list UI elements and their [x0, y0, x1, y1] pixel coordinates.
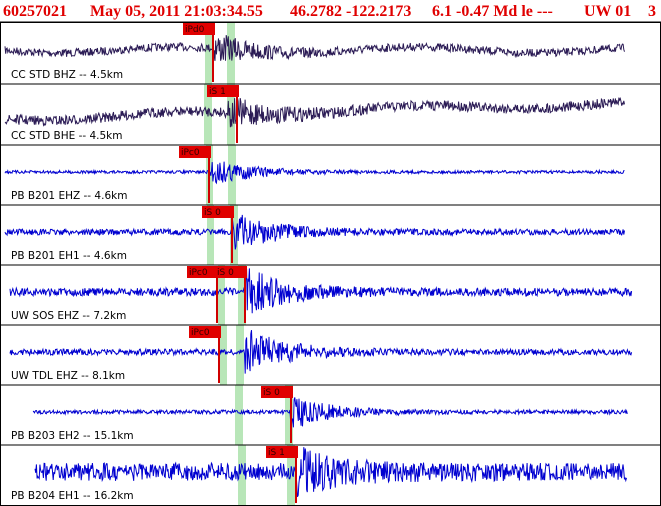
network: UW 01: [584, 3, 631, 20]
magnitude: 6.1 -0.47 Md le ---: [432, 3, 553, 20]
trace-panel: iPc0 UW TDL EHZ -- 8.1km: [0, 324, 661, 385]
pick-label: iPd0: [185, 25, 205, 35]
phase-window: [218, 265, 225, 325]
station-label: UW TDL EHZ -- 8.1km: [11, 370, 125, 382]
trace-panel: iS 1 CC STD BHE -- 4.5km: [0, 83, 661, 145]
phase-window: [238, 445, 246, 505]
waveform: [4, 214, 625, 250]
waveform: [4, 35, 625, 62]
pick-label: iS 1: [268, 448, 285, 458]
waveform: [32, 397, 628, 428]
trace-panel: iS 0 PB B203 EH2 -- 15.1km: [0, 384, 661, 445]
trace-panel: iS 0 PB B201 EH1 -- 4.6km: [0, 204, 661, 265]
pick-box: [187, 266, 219, 278]
station-label: UW SOS EHZ -- 7.2km: [11, 310, 126, 322]
phase-window: [220, 325, 227, 385]
pick-box: [207, 85, 239, 97]
trace-panel: iPc0 PB B201 EHZ -- 4.6km: [0, 144, 661, 205]
phase-window: [205, 22, 212, 84]
station-label: PB B203 EH2 -- 15.1km: [11, 430, 134, 442]
pick-box: [261, 386, 293, 398]
station-label: CC STD BHE -- 4.5km: [11, 130, 123, 142]
waveform: [9, 330, 633, 374]
waveform: [4, 96, 625, 128]
station-label: PB B204 EH1 -- 16.2km: [11, 490, 134, 502]
station-label: CC STD BHZ -- 4.5km: [11, 69, 123, 81]
pick-label: iPc0: [189, 268, 208, 278]
pick-box: [183, 23, 215, 35]
trace-panel: iS 1 PB B204 EH1 -- 16.2km: [0, 444, 661, 505]
pick-label: iS 0: [204, 208, 221, 218]
pick-label: iS 0: [217, 268, 234, 278]
pick-label: iS 0: [263, 388, 280, 398]
datetime: May 05, 2011 21:03:34.55: [90, 3, 263, 20]
pick-box: [215, 266, 247, 278]
phase-window: [207, 205, 214, 265]
waveform: [34, 447, 627, 497]
pick-box: [202, 206, 234, 218]
count: 3: [648, 3, 656, 20]
station-label: PB B201 EH1 -- 4.6km: [11, 250, 127, 262]
pick-box: [189, 326, 221, 338]
trace-panel: iPc0 iS 0 UW SOS EHZ -- 7.2km: [0, 264, 661, 325]
station-label: PB B201 EHZ -- 4.6km: [11, 190, 127, 202]
event-id: 60257021: [3, 3, 67, 20]
pick-label: iPc0: [191, 328, 210, 338]
waveform: [4, 161, 625, 185]
pick-box: [179, 146, 211, 158]
phase-window: [236, 325, 244, 385]
header: 60257021 May 05, 2011 21:03:34.55 46.278…: [3, 3, 656, 20]
pick-label: iS 1: [209, 87, 226, 97]
pick-label: iPc0: [181, 148, 200, 158]
pick-box: [266, 446, 298, 458]
phase-window: [227, 22, 235, 84]
waveform: [9, 268, 633, 314]
location: 46.2782 -122.2173: [290, 3, 411, 20]
phase-window: [238, 265, 246, 325]
phase-window: [285, 385, 293, 445]
phase-window: [227, 84, 235, 145]
phase-window: [235, 385, 243, 445]
